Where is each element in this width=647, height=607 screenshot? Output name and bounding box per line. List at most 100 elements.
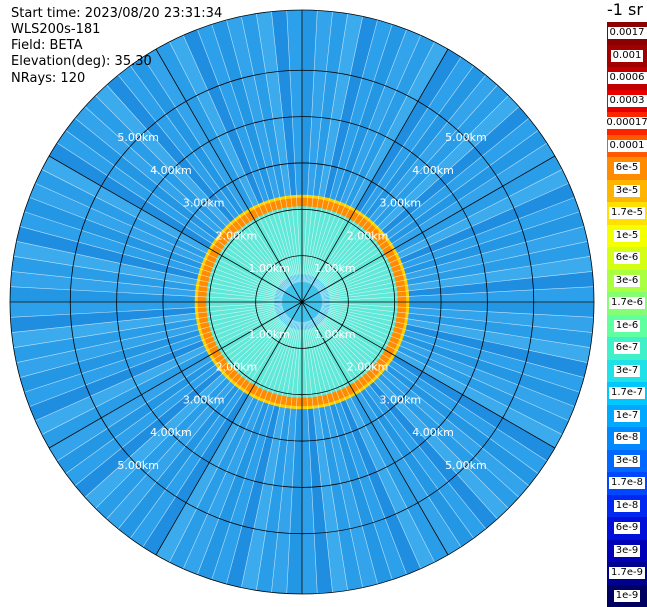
azimuth-spoke [48,301,303,449]
ray-gap [130,318,291,539]
ray-gap [106,316,289,520]
ray-gap [318,130,539,291]
ray-gap [35,309,284,422]
range-ring-label: 3.00km [380,393,422,406]
ray-gap [13,304,283,348]
colorbar-tick-label: 3e-9 [613,544,641,557]
colorbar-cell: 3e-8 [607,449,647,472]
ray-gap [29,197,284,296]
ray-gap [240,16,299,283]
colorbar-tick-label: 1e-9 [613,589,641,602]
colorbar-tick-label: 1e-8 [613,499,641,512]
ray-gap [315,95,509,289]
ray-gap [19,306,283,378]
ray-gap [320,308,575,407]
colorbar-tick-label: 1.7e-9 [608,567,646,580]
ray-gap [315,84,498,288]
colorbar-tick-label: 6e-8 [613,432,641,445]
ray-gap [74,118,287,290]
ray-gap [321,240,588,299]
ray-gap [310,41,435,285]
ray-gap [286,321,302,594]
ray-gap [302,10,318,283]
ray-gap [318,313,539,474]
colorbar-tick-label: 6e-9 [613,522,641,535]
range-ring-label: 1.00km [248,262,290,275]
colorbar-tick-label: 0.00017 [604,117,647,130]
ray-gap [315,316,498,520]
ray-gap [304,321,348,591]
ray-gap [226,321,298,585]
colorbar-cell: 1.7e-8 [607,472,647,495]
ray-gap [312,56,462,286]
azimuth-spoke [301,48,449,303]
colorbar-cell: 1.7e-6 [607,292,647,315]
colorbar-cell: 1e-6 [607,314,647,337]
colorbar-tick-label: 6e-7 [613,342,641,355]
ray-gap [106,84,289,288]
azimuth-spoke [301,301,449,556]
ray-gap [321,306,585,378]
colorbar-tick-label: 3e-5 [613,184,641,197]
colorbar-tick-label: 1e-6 [613,319,641,332]
colorbar-tick-label: 3e-7 [613,364,641,377]
nrays-label: NRays: 120 [11,71,86,86]
range-ring-label: 2.00km [347,229,389,242]
azimuth-spoke [155,48,303,303]
colorbar-tick-label: 1e-5 [613,229,641,242]
colorbar-cell: 0.0001 [607,134,647,157]
ray-gap [65,313,286,474]
ray-gap [321,305,588,364]
range-ring-label: 3.00km [183,197,225,210]
ray-gap [316,315,520,498]
ray-gap [313,65,474,286]
ray-gap [10,286,283,302]
colorbar-title: -1 sr [607,0,643,19]
range-ring-label: 2.00km [216,361,258,374]
ray-gap [197,29,296,284]
ray-gap [321,303,593,333]
ray-gap [41,310,285,435]
ray-gap [197,320,296,575]
colorbar-cell: 0.001 [607,44,647,67]
colorbar-tick-label: 6e-5 [613,162,641,175]
colorbar-tick-label: 0.0006 [607,72,647,85]
ray-gap [306,19,378,283]
colorbar-tick-label: 0.0001 [607,139,647,152]
ray-gap [303,321,333,593]
colorbar-cell: 3e-7 [607,359,647,382]
colorbar-cell: 0.0006 [607,67,647,90]
range-ring-label: 2.00km [347,361,389,374]
ray-gap [142,56,292,286]
ray-gap [16,240,283,299]
colorbar-cell: 6e-7 [607,337,647,360]
ray-gap [240,321,299,588]
range-ring-label: 4.00km [412,164,454,177]
range-ring-label: 4.00km [150,164,192,177]
colorbar-cell: 0.00017 [604,112,647,135]
range-ring-label: 4.00km [150,426,192,439]
ray-gap [308,29,407,284]
ray-gap [320,307,580,393]
ray-gap [211,24,297,284]
colorbar-tick-label: 0.0017 [607,27,647,40]
range-ring-label: 5.00km [445,459,487,472]
range-ring-label: 1.00km [314,328,356,341]
ray-gap [302,321,318,594]
ray-gap [84,315,288,498]
colorbar-tick-label: 1.7e-8 [608,477,646,490]
ray-gap [19,226,283,298]
range-ring-label: 2.00km [216,229,258,242]
ray-gap [307,24,393,284]
instrument-label: WLS200s-181 [11,22,101,37]
colorbar-cell: 0.0017 [607,22,647,45]
range-ring-label: 5.00km [117,459,159,472]
ray-gap [303,11,333,283]
ray-gap [286,10,302,283]
ray-gap [321,302,594,318]
azimuth-spoke [301,155,556,303]
ray-gap [65,130,286,291]
elevation-label: Elevation(deg): 35.30 [11,54,152,69]
ray-gap [41,169,285,294]
ray-gap [142,318,292,548]
